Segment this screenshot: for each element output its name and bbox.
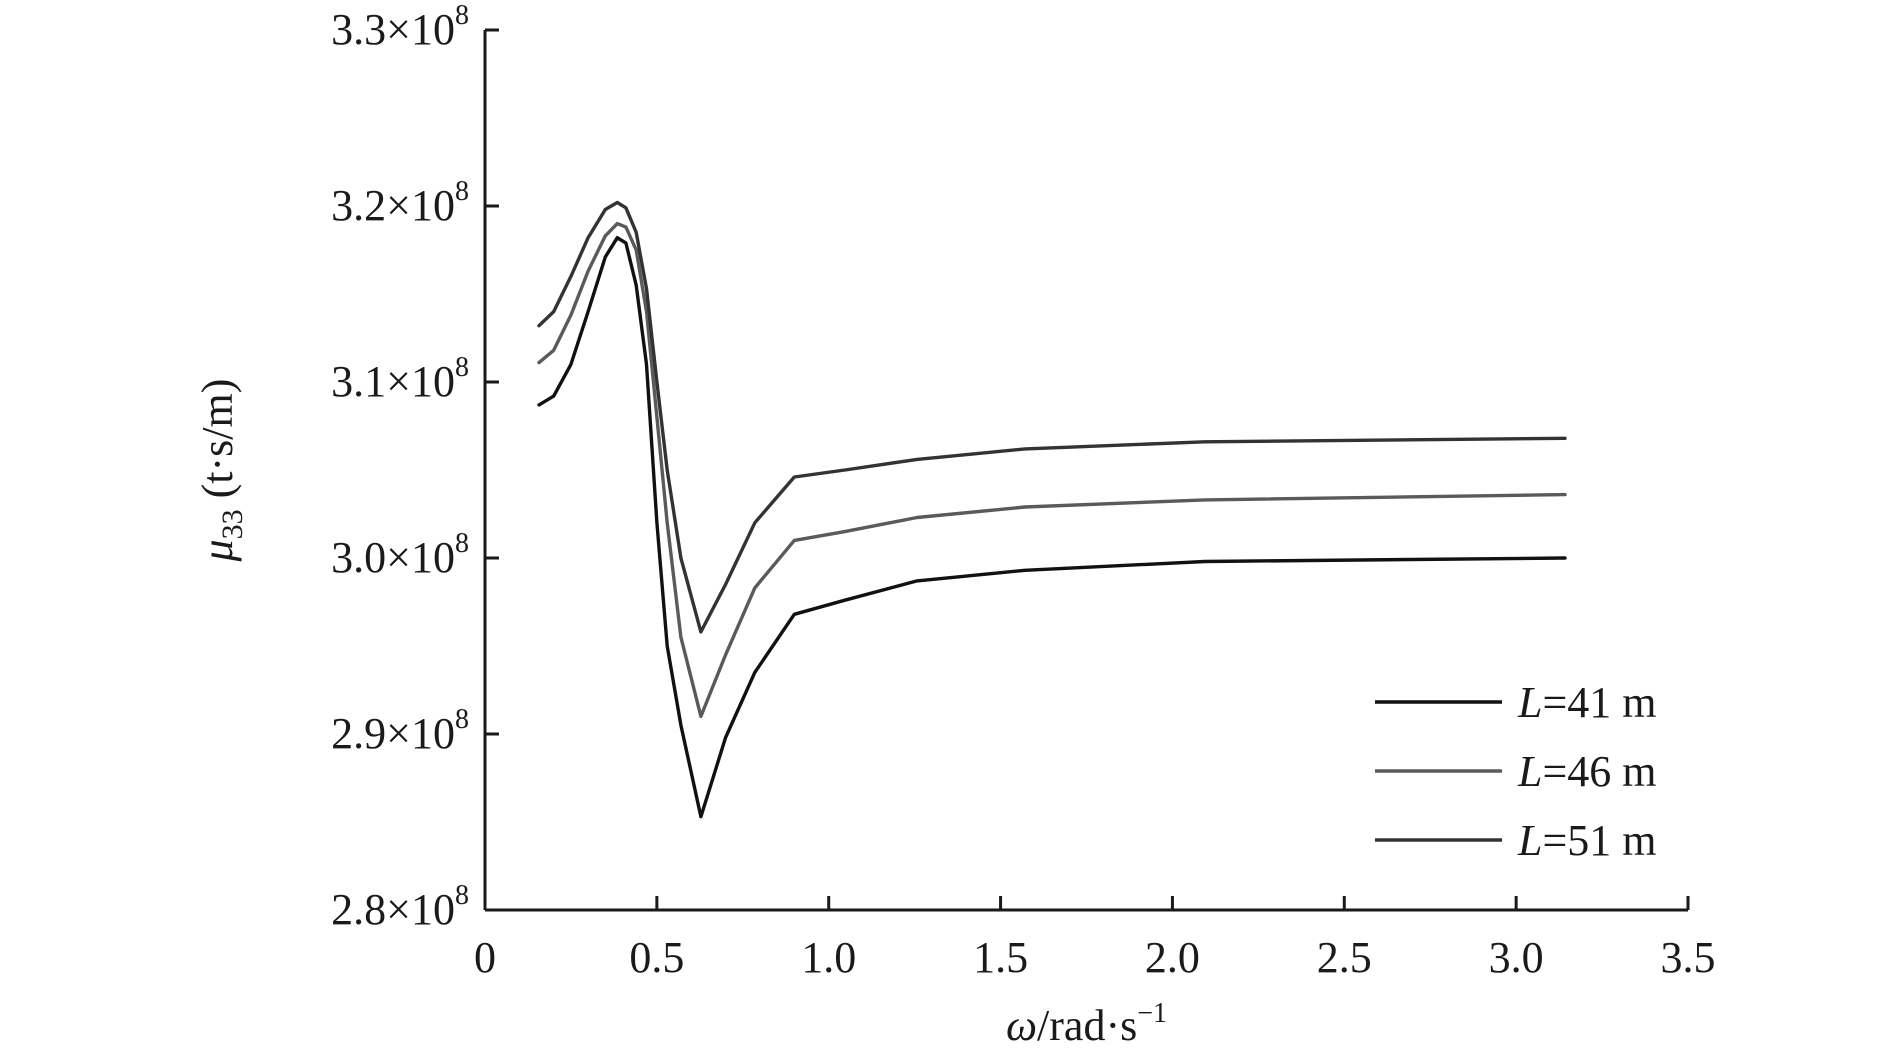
y-tick-label: 3.3×108: [331, 0, 469, 54]
legend-label-3: L=51 m: [1517, 816, 1657, 865]
x-tick-label: 1.5: [973, 933, 1028, 982]
y-tick-mantissa: 3.2×10: [331, 181, 455, 230]
x-tick-label: 2.5: [1317, 933, 1372, 982]
x-tick-label: 3.5: [1661, 933, 1716, 982]
y-axis-title: μ33 (t·s/m): [193, 379, 249, 563]
series-line-3: [537, 200, 1567, 634]
x-ticks: 0 0.5 1.0 1.5 2.0 2.5 3.0 3.5: [474, 896, 1716, 982]
legend-label-2: L=46 m: [1517, 747, 1657, 796]
x-axis-title: ω/rad·s−1: [1006, 998, 1167, 1050]
series-lines: [537, 200, 1567, 819]
series-line-1: [537, 235, 1567, 819]
y-tick-mantissa: 2.9×10: [331, 709, 455, 758]
legend-value: =41 m: [1542, 678, 1656, 727]
y-axis-symbol: μ: [193, 539, 242, 562]
y-tick-mantissa: 2.8×10: [331, 885, 455, 934]
x-axis-unit: /rad·s: [1037, 1001, 1137, 1050]
y-tick-exponent: 8: [455, 704, 469, 735]
y-axis-subscript: 33: [216, 509, 249, 539]
x-tick-label: 1.0: [801, 933, 856, 982]
x-tick-label: 0: [474, 933, 496, 982]
legend-value: =51 m: [1542, 816, 1656, 865]
legend-label-1: L=41 m: [1517, 678, 1657, 727]
y-tick-label: 2.9×108: [331, 704, 469, 758]
y-tick-exponent: 8: [455, 352, 469, 383]
y-tick-exponent: 8: [455, 176, 469, 207]
x-axis-symbol: ω: [1006, 1001, 1037, 1050]
legend-variable: L: [1517, 816, 1542, 865]
y-axis-unit: (t·s/m): [193, 379, 242, 510]
y-tick-exponent: 8: [455, 880, 469, 911]
legend: L=41 mL=46 mL=51 m: [1375, 678, 1657, 865]
y-tick-label: 3.0×108: [331, 528, 469, 582]
legend-value: =46 m: [1542, 747, 1656, 796]
legend-variable: L: [1517, 678, 1542, 727]
y-tick-mantissa: 3.1×10: [331, 357, 455, 406]
y-tick-mantissa: 3.0×10: [331, 533, 455, 582]
y-ticks: 2.8×1082.9×1083.0×1083.1×1083.2×1083.3×1…: [331, 0, 499, 934]
plot-area: 0 0.5 1.0 1.5 2.0 2.5 3.0 3.5 2.8×1082.9×1083.0…: [331, 0, 1715, 982]
y-tick-label: 2.8×108: [331, 880, 469, 934]
x-tick-label: 3.0: [1489, 933, 1544, 982]
y-tick-exponent: 8: [455, 0, 469, 31]
y-tick-mantissa: 3.3×10: [331, 5, 455, 54]
y-tick-label: 3.2×108: [331, 176, 469, 230]
legend-variable: L: [1517, 747, 1542, 796]
series-line-2: [537, 221, 1567, 719]
x-tick-label: 2.0: [1145, 933, 1200, 982]
y-tick-label: 3.1×108: [331, 352, 469, 406]
x-axis-unit-exponent: −1: [1137, 998, 1167, 1029]
x-tick-label: 0.5: [629, 933, 684, 982]
y-tick-exponent: 8: [455, 528, 469, 559]
